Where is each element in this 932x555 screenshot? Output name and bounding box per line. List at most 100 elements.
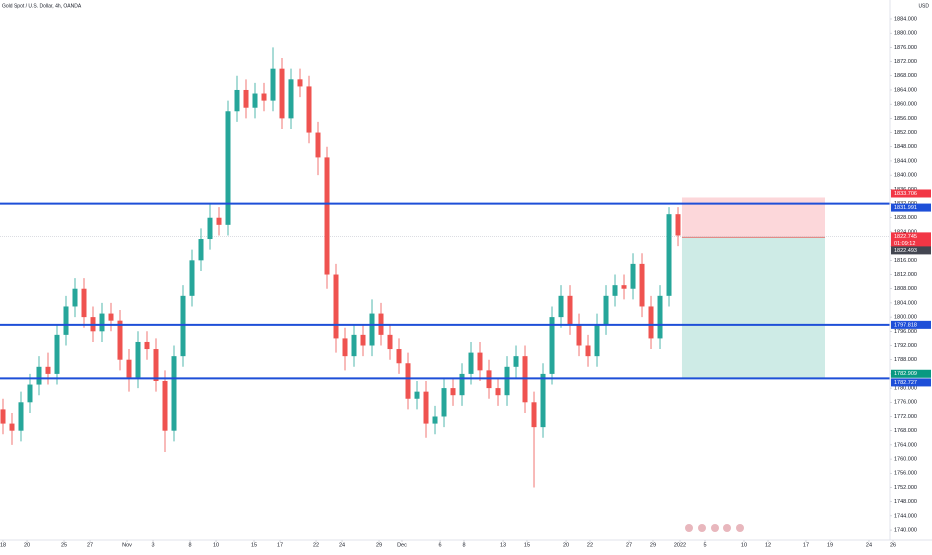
candle-body [333, 274, 339, 339]
x-tick-label: 27 [87, 542, 93, 548]
candle-body [144, 341, 150, 350]
event-icon [723, 524, 731, 532]
price-axis [890, 0, 932, 540]
candle-body [288, 79, 294, 119]
target-price-label: 1782.909 [894, 371, 917, 377]
candle-body [576, 324, 582, 346]
candle-body [234, 89, 240, 112]
candle-body [225, 111, 231, 225]
candle-body [477, 352, 483, 371]
candle-body [81, 288, 87, 318]
candle-body [450, 388, 456, 396]
x-tick-label: 10 [213, 542, 219, 548]
candle-body [63, 306, 69, 335]
chart-title: Gold Spot / U.S. Dollar, 4h, OANDA [2, 3, 82, 9]
candle-body [648, 306, 654, 339]
x-tick-label: 15 [251, 542, 257, 548]
plot-area [0, 47, 890, 488]
candle-body [594, 324, 600, 357]
event-icon [698, 524, 706, 532]
x-tick-label: 17 [803, 542, 809, 548]
y-tick-label: 1804.000 [894, 300, 917, 306]
candle-body [126, 359, 132, 378]
candle-body [396, 349, 402, 364]
x-tick-label: 2022 [674, 542, 686, 548]
level-price-label-bg [891, 378, 931, 387]
candle-body [45, 366, 51, 374]
entry-price-label-bg [891, 246, 931, 255]
candle-body [171, 356, 177, 431]
x-tick-label: 17 [277, 542, 283, 548]
candle-body [405, 363, 411, 399]
y-tick-label: 1748.000 [894, 499, 917, 505]
x-tick-label: 19 [827, 542, 833, 548]
y-tick-label: 1756.000 [894, 471, 917, 477]
candle-body [558, 295, 564, 318]
candle-body [540, 373, 546, 428]
candle-body [324, 157, 330, 275]
y-tick-label: 1844.000 [894, 158, 917, 164]
candle-body [459, 373, 465, 396]
candle-body [441, 388, 447, 417]
candle-body [162, 380, 168, 431]
candle-body [675, 214, 681, 236]
stop-price-label: 1833.706 [894, 191, 917, 197]
candle-body [216, 217, 222, 225]
y-tick-label: 1828.000 [894, 215, 917, 221]
candle-body [279, 68, 285, 119]
candle-body [315, 132, 321, 158]
candle-body [117, 320, 123, 360]
candle-body [513, 356, 519, 367]
x-tick-label: 24 [866, 542, 872, 548]
x-tick-label: 15 [524, 542, 530, 548]
x-tick-label: 5 [703, 542, 706, 548]
candle-body [549, 317, 555, 374]
y-tick-label: 1860.000 [894, 102, 917, 108]
candle-body [18, 402, 24, 431]
y-tick-label: 1812.000 [894, 272, 917, 278]
candle-body [495, 388, 501, 396]
x-tick-label: 22 [587, 542, 593, 548]
candle-body [54, 334, 60, 374]
y-tick-label: 1796.000 [894, 329, 917, 335]
candle-body [135, 341, 141, 378]
candle-body [243, 89, 249, 108]
y-tick-label: 1772.000 [894, 414, 917, 420]
candle-body [297, 79, 303, 87]
candle-body [639, 263, 645, 307]
candle-body [9, 423, 15, 431]
candle-body [369, 313, 375, 346]
y-tick-label: 1852.000 [894, 130, 917, 136]
x-tick-label: 24 [339, 542, 345, 548]
y-tick-label: 1816.000 [894, 258, 917, 264]
stop-price-label-bg [891, 189, 931, 198]
x-tick-label: 20 [24, 542, 30, 548]
x-tick-label: 29 [650, 542, 656, 548]
x-tick-label: 6 [439, 542, 442, 548]
candle-body [423, 391, 429, 424]
y-tick-label: 1840.000 [894, 173, 917, 179]
y-tick-label: 1776.000 [894, 400, 917, 406]
y-tick-label: 1848.000 [894, 144, 917, 150]
candle-body [621, 285, 627, 289]
y-tick-label: 1884.000 [894, 16, 917, 22]
y-tick-label: 1768.000 [894, 428, 917, 434]
countdown-bg [891, 239, 931, 248]
currency-label: USD [918, 3, 929, 9]
x-tick-label: 8 [188, 542, 191, 548]
level-price-label-bg [891, 203, 931, 212]
y-tick-label: 1868.000 [894, 73, 917, 79]
candle-body [657, 295, 663, 339]
y-tick-label: 1788.000 [894, 357, 917, 363]
candle-body [270, 68, 276, 101]
candle-body [72, 288, 78, 307]
candle-body [504, 366, 510, 396]
candle-body [261, 93, 267, 101]
y-tick-label: 1872.000 [894, 59, 917, 65]
x-tick-label: 8 [462, 542, 465, 548]
x-tick-label: 26 [890, 542, 896, 548]
y-tick-label: 1792.000 [894, 343, 917, 349]
x-tick-label: 20 [563, 542, 569, 548]
candle-body [531, 402, 537, 428]
